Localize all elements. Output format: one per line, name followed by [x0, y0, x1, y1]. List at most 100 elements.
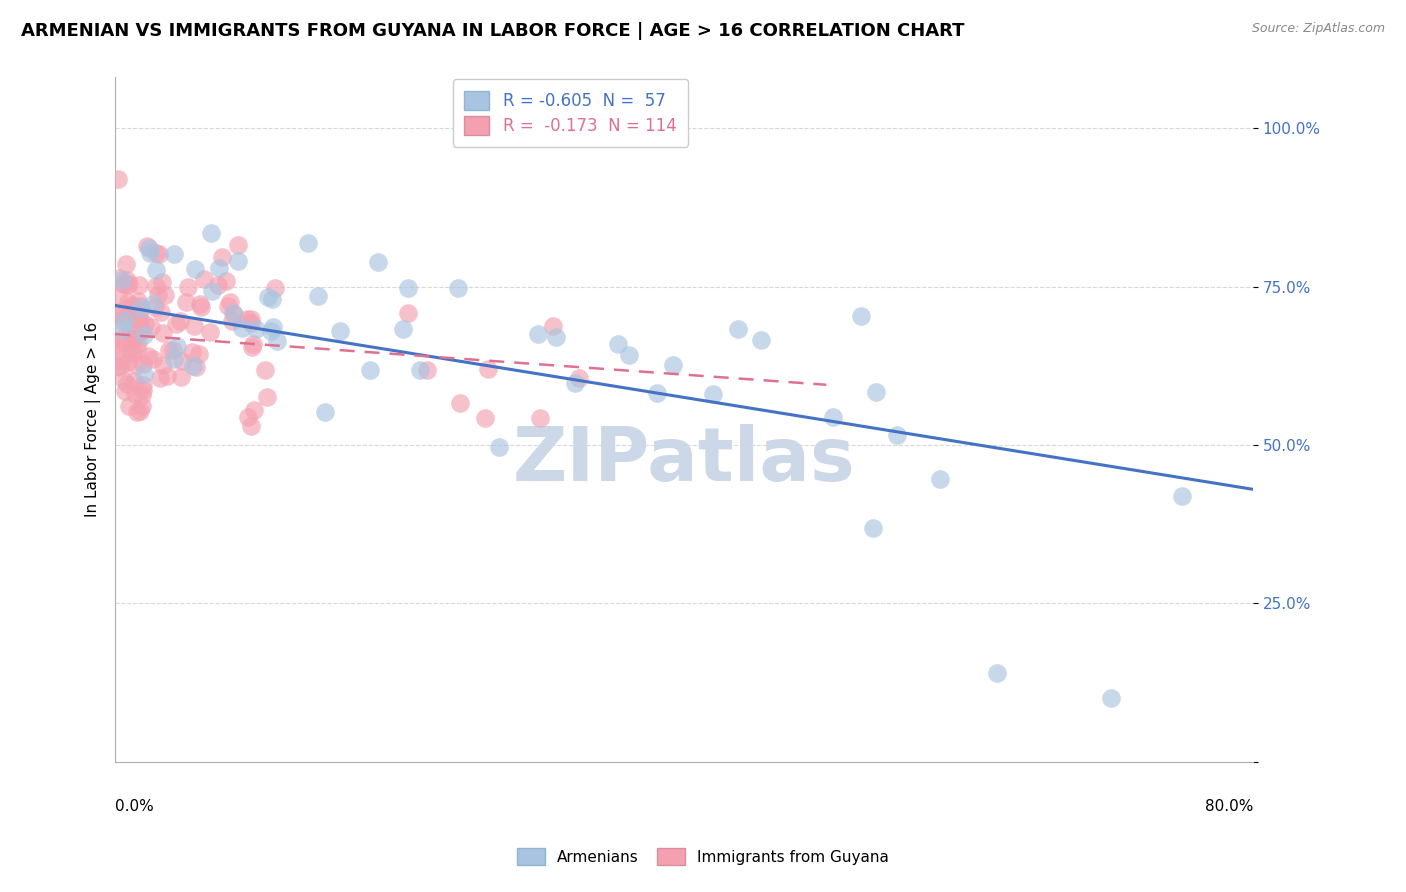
Point — [240, 340, 263, 354]
Point — [702, 387, 724, 401]
Point — [243, 402, 266, 417]
Y-axis label: In Labor Force | Age > 16: In Labor Force | Age > 16 — [86, 322, 101, 517]
Point — [184, 261, 207, 276]
Text: Source: ZipAtlas.com: Source: ZipAtlas.com — [1251, 22, 1385, 36]
Point — [131, 324, 153, 338]
Point — [821, 410, 844, 425]
Point — [132, 357, 155, 371]
Point — [329, 324, 352, 338]
Point — [136, 239, 159, 253]
Point — [314, 405, 336, 419]
Point — [200, 227, 222, 241]
Point — [647, 385, 669, 400]
Point — [110, 313, 132, 327]
Point — [865, 384, 887, 399]
Point — [172, 354, 194, 368]
Point — [183, 319, 205, 334]
Point — [112, 277, 135, 291]
Point — [662, 358, 685, 372]
Point — [239, 312, 262, 326]
Point — [449, 395, 471, 409]
Point — [221, 314, 243, 328]
Point — [148, 246, 170, 260]
Point — [529, 411, 551, 425]
Point — [617, 348, 640, 362]
Point — [242, 336, 264, 351]
Point — [256, 390, 278, 404]
Point — [107, 305, 129, 319]
Point — [849, 309, 872, 323]
Point — [236, 312, 259, 326]
Point — [226, 237, 249, 252]
Point — [112, 373, 135, 387]
Point — [146, 288, 169, 302]
Point — [568, 371, 591, 385]
Point — [115, 377, 138, 392]
Point — [392, 322, 415, 336]
Point — [134, 328, 156, 343]
Point — [170, 370, 193, 384]
Point — [152, 358, 174, 372]
Point — [181, 359, 204, 373]
Point — [107, 288, 129, 302]
Point — [240, 418, 263, 433]
Point — [110, 359, 132, 374]
Point — [112, 322, 135, 336]
Point — [224, 307, 246, 321]
Point — [359, 363, 381, 377]
Point — [107, 343, 129, 358]
Point — [153, 288, 176, 302]
Point — [986, 666, 1008, 681]
Point — [862, 521, 884, 535]
Point — [129, 403, 152, 417]
Point — [217, 299, 239, 313]
Point — [231, 320, 253, 334]
Text: 80.0%: 80.0% — [1205, 799, 1253, 814]
Point — [127, 311, 149, 326]
Point — [115, 257, 138, 271]
Point — [128, 313, 150, 327]
Point — [886, 428, 908, 442]
Point — [297, 236, 319, 251]
Point — [149, 370, 172, 384]
Point — [127, 294, 149, 309]
Point — [215, 274, 238, 288]
Point — [527, 326, 550, 341]
Point — [415, 362, 437, 376]
Point — [190, 297, 212, 311]
Point — [107, 359, 129, 373]
Point — [145, 262, 167, 277]
Point — [136, 349, 159, 363]
Point — [117, 273, 139, 287]
Point — [607, 337, 630, 351]
Point — [128, 278, 150, 293]
Point — [727, 322, 749, 336]
Point — [131, 384, 153, 398]
Point — [111, 273, 134, 287]
Point — [307, 289, 329, 303]
Point — [127, 335, 149, 350]
Point — [117, 399, 139, 413]
Text: ARMENIAN VS IMMIGRANTS FROM GUYANA IN LABOR FORCE | AGE > 16 CORRELATION CHART: ARMENIAN VS IMMIGRANTS FROM GUYANA IN LA… — [21, 22, 965, 40]
Point — [477, 362, 499, 376]
Point — [190, 300, 212, 314]
Point — [447, 280, 470, 294]
Point — [124, 332, 146, 346]
Point — [240, 316, 263, 330]
Point — [180, 345, 202, 359]
Point — [1171, 489, 1194, 503]
Point — [121, 332, 143, 346]
Point — [546, 330, 568, 344]
Point — [236, 409, 259, 424]
Point — [169, 314, 191, 328]
Point — [228, 254, 250, 268]
Point — [111, 307, 134, 321]
Point — [107, 270, 129, 285]
Point — [162, 343, 184, 357]
Point — [125, 405, 148, 419]
Text: 0.0%: 0.0% — [115, 799, 153, 814]
Point — [122, 374, 145, 388]
Point — [157, 343, 180, 357]
Point — [114, 335, 136, 350]
Point — [488, 440, 510, 454]
